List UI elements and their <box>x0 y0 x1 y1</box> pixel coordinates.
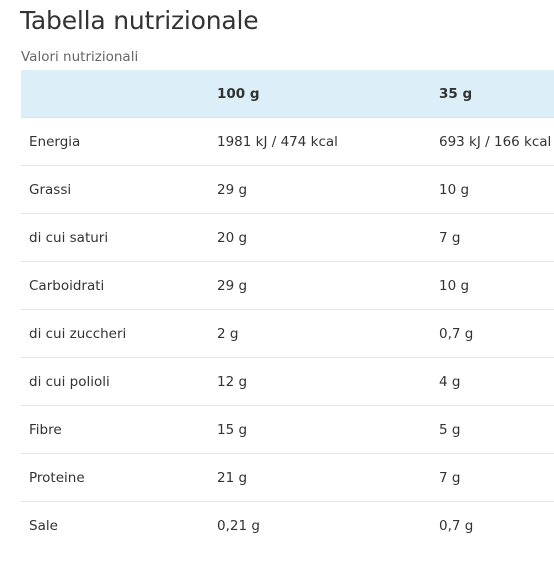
value-per-portion: 10 g <box>439 277 470 294</box>
value-per-100g: 15 g <box>217 421 248 438</box>
value-per-portion: 7 g <box>439 229 461 246</box>
value-per-100g: 0,21 g <box>217 518 260 534</box>
nutrient-name: Sale <box>29 518 58 534</box>
nutrition-table: 100 g 35 g Energia 1981 kJ / 474 kcal 69… <box>21 70 554 550</box>
nutrient-name: Grassi <box>29 181 72 198</box>
table-row: di cui saturi 20 g 7 g <box>21 214 554 262</box>
header-cell-per-portion: 35 g <box>439 85 473 102</box>
value-per-100g: 20 g <box>217 229 248 246</box>
value-per-100g: 29 g <box>217 181 248 198</box>
value-per-portion: 10 g <box>439 181 470 198</box>
table-row: Grassi 29 g 10 g <box>21 166 554 214</box>
nutrient-name: di cui zuccheri <box>29 325 127 342</box>
page-title: Tabella nutrizionale <box>20 6 259 35</box>
value-per-portion: 4 g <box>439 373 461 390</box>
table-row: Carboidrati 29 g 10 g <box>21 262 554 310</box>
value-per-100g: 1981 kJ / 474 kcal <box>217 133 338 150</box>
table-row: Proteine 21 g 7 g <box>21 454 554 502</box>
table-row: di cui zuccheri 2 g 0,7 g <box>21 310 554 358</box>
value-per-portion: 0,7 g <box>439 325 474 342</box>
nutrient-name: di cui polioli <box>29 373 110 390</box>
table-row: Sale 0,21 g 0,7 g <box>21 502 554 550</box>
value-per-portion: 693 kJ / 166 kcal <box>439 133 552 150</box>
table-row: Energia 1981 kJ / 474 kcal 693 kJ / 166 … <box>21 118 554 166</box>
header-cell-per-100g: 100 g <box>217 85 260 102</box>
value-per-portion: 7 g <box>439 469 461 486</box>
table-row: Fibre 15 g 5 g <box>21 406 554 454</box>
value-per-portion: 5 g <box>439 421 461 438</box>
table-header-row: 100 g 35 g <box>21 70 554 118</box>
value-per-100g: 21 g <box>217 469 248 486</box>
nutrient-name: Carboidrati <box>29 277 105 294</box>
nutrient-name: Fibre <box>29 421 62 438</box>
value-per-100g: 2 g <box>217 325 239 342</box>
table-row: di cui polioli 12 g 4 g <box>21 358 554 406</box>
nutrient-name: Energia <box>29 133 81 150</box>
value-per-100g: 12 g <box>217 373 248 390</box>
table-caption: Valori nutrizionali <box>21 49 139 65</box>
value-per-100g: 29 g <box>217 277 248 294</box>
nutrient-name: di cui saturi <box>29 229 109 246</box>
nutrient-name: Proteine <box>29 469 85 486</box>
value-per-portion: 0,7 g <box>439 518 474 534</box>
